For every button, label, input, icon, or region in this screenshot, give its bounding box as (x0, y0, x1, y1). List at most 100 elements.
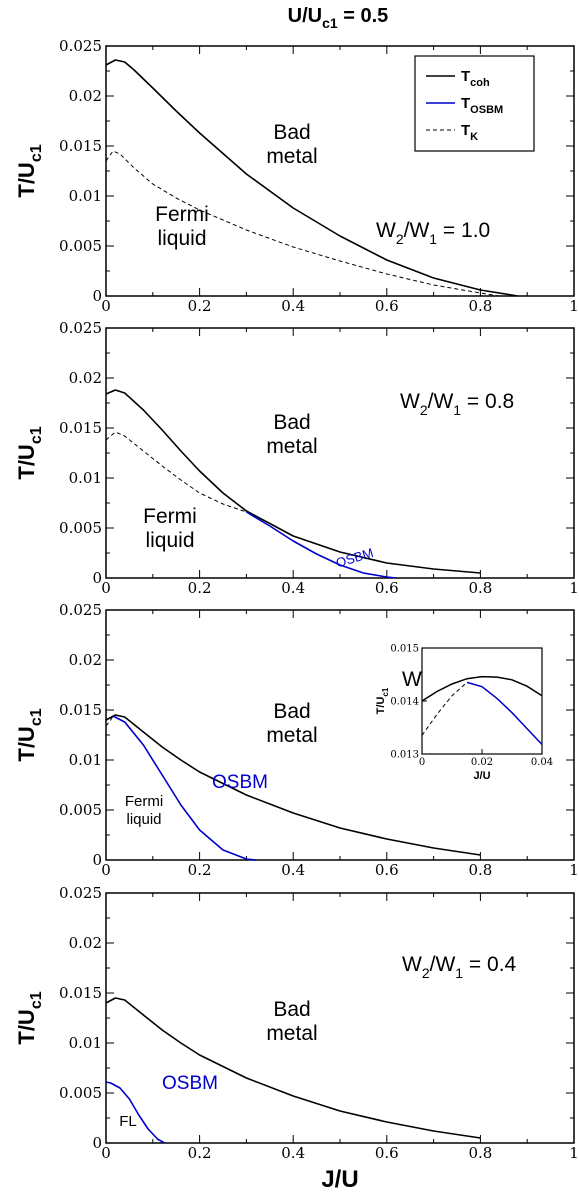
y-axis-label: T/Uc1 (14, 144, 45, 197)
x-tick-label: 1 (569, 297, 579, 315)
inset-series-line-t-osbm (466, 681, 543, 746)
inset-y-label-main: T/U (375, 697, 387, 715)
y-tick-label: 0.015 (59, 984, 102, 1002)
series-line-t-osbm (112, 715, 256, 861)
region-label-metal: metal (266, 724, 317, 747)
inset-series-line-t-k (421, 682, 468, 736)
y-tick-label: 0.025 (59, 37, 102, 55)
y-tick-label: 0.025 (59, 884, 102, 902)
ratio-ratio-value: = 1.0 (437, 219, 490, 242)
y-axis-label-main: T/U (14, 726, 39, 761)
inset-x-tick-label: 0 (419, 757, 425, 768)
panel-2: 0 0.005 0.01 0.015 0.02 0.025 0 0.2 0.4 0.6 0.8 1 T/… (14, 319, 579, 597)
inset-x-label: J/U (473, 770, 490, 782)
legend-label: TOSBM (461, 95, 503, 116)
series-line-t-k (105, 715, 114, 727)
y-tick-label: 0.025 (59, 319, 102, 337)
y-axis-label: T/Uc1 (14, 991, 45, 1044)
y-axis-label-main: T/U (14, 162, 39, 197)
panel-3: 0 0.005 0.01 0.015 0.02 0.025 0 0.2 0.4 0.6 0.8 1 T/… (14, 601, 579, 879)
y-tick-label: 0 (92, 569, 102, 587)
x-tick-label: 0.2 (188, 297, 212, 315)
osbm-label: OSBM (334, 545, 375, 571)
inset-y-label-sub: c1 (381, 687, 390, 696)
inset-frame (421, 647, 543, 755)
ratio-ratio-sub2: 1 (429, 231, 437, 247)
region-label-bad: Bad (273, 998, 310, 1021)
region-label-fermi: Fermi (143, 505, 197, 528)
y-axis-label: T/Uc1 (14, 708, 45, 761)
ratio-ratio-label: W (376, 219, 396, 242)
x-tick-label: 1 (569, 861, 579, 879)
y-axis-label-main: T/U (14, 1009, 39, 1044)
x-tick-label: 0.6 (375, 297, 399, 315)
x-tick-label: 0 (101, 861, 111, 879)
x-tick-label: 0.6 (375, 1144, 399, 1162)
osbm-label: OSBM (162, 1073, 218, 1094)
legend-label-sub: K (470, 131, 478, 143)
y-tick-label: 0 (92, 287, 102, 305)
ratio-ratio-value: = 0.4 (463, 953, 516, 976)
series-line-t-osbm (245, 511, 397, 579)
region-label-fermi: Fermi (155, 203, 209, 226)
x-tick-label: 0 (101, 579, 111, 597)
ratio-ratio-sub1: 2 (420, 402, 428, 418)
x-tick-label: 0.8 (468, 1144, 492, 1162)
y-tick-label: 0.02 (69, 87, 102, 105)
ratio-ratio-value: = 0.8 (461, 390, 514, 413)
y-tick-label: 0.005 (59, 1084, 102, 1102)
y-tick-label: 0 (92, 851, 102, 869)
y-axis-label: T/Uc1 (14, 426, 45, 479)
y-tick-label: 0.02 (69, 369, 102, 387)
x-tick-label: 0 (101, 1144, 111, 1162)
inset-chart: 0.013 0.014 0.015 0 0.02 0.04 J/U T/Uc1 (375, 644, 553, 783)
x-tick-label: 0.2 (188, 1144, 212, 1162)
y-axis-label-sub: c1 (28, 144, 45, 162)
region-label-fermi: Fermi (125, 793, 163, 810)
y-tick-label: 0.02 (69, 934, 102, 952)
y-axis-label-sub: c1 (28, 991, 45, 1009)
series-line-t-k (105, 431, 247, 513)
legend-label-sub: coh (470, 77, 490, 89)
legend-label-main: T (461, 122, 470, 139)
x-tick-label: 0.4 (281, 1144, 305, 1162)
y-tick-label: 0.01 (69, 187, 102, 205)
panel-4: 0 0.005 0.01 0.015 0.02 0.025 0 0.2 0.4 0.6 0.8 1 T/… (14, 884, 579, 1162)
osbm-label: OSBM (212, 772, 268, 793)
ratio-label: W2/W1 = 0.8 (400, 390, 514, 418)
y-tick-label: 0 (92, 1134, 102, 1152)
region-label-liquid: liquid (157, 227, 206, 250)
inset-series-line-t-coh (421, 675, 543, 702)
series-line-t-coh (105, 714, 481, 856)
ratio-ratio-sub2: 1 (455, 965, 463, 981)
inset-y-tick-label: 0.014 (390, 697, 419, 708)
inset-y-tick-label: 0.015 (390, 644, 419, 655)
x-tick-label: 0.6 (375, 579, 399, 597)
legend-label-sub: OSBM (470, 104, 503, 116)
y-tick-label: 0.01 (69, 1034, 102, 1052)
region-label-fl: FL (119, 1113, 137, 1130)
x-tick-label: 0.8 (468, 861, 492, 879)
ratio-ratio-mid: /W (428, 390, 454, 413)
region-label-metal: metal (266, 145, 317, 168)
y-tick-label: 0.01 (69, 751, 102, 769)
y-tick-label: 0.015 (59, 701, 102, 719)
y-axis-label-sub: c1 (28, 426, 45, 444)
x-tick-label: 0.8 (468, 297, 492, 315)
inset-y-tick-label: 0.013 (390, 750, 419, 761)
series-line-t-osbm (105, 1081, 165, 1144)
legend-label: TK (461, 122, 478, 143)
y-tick-label: 0.005 (59, 237, 102, 255)
y-tick-label: 0.005 (59, 519, 102, 537)
x-tick-label: 0.4 (281, 579, 305, 597)
y-tick-label: 0.005 (59, 801, 102, 819)
region-label-liquid: liquid (145, 529, 194, 552)
region-label-liquid: liquid (126, 811, 161, 828)
x-tick-label: 0 (101, 297, 111, 315)
y-axis-label-main: T/U (14, 444, 39, 479)
legend-label-main: T (461, 68, 470, 85)
x-axis-label: J/U (321, 1166, 358, 1193)
region-label-bad: Bad (273, 411, 310, 434)
region-label-metal: metal (266, 435, 317, 458)
